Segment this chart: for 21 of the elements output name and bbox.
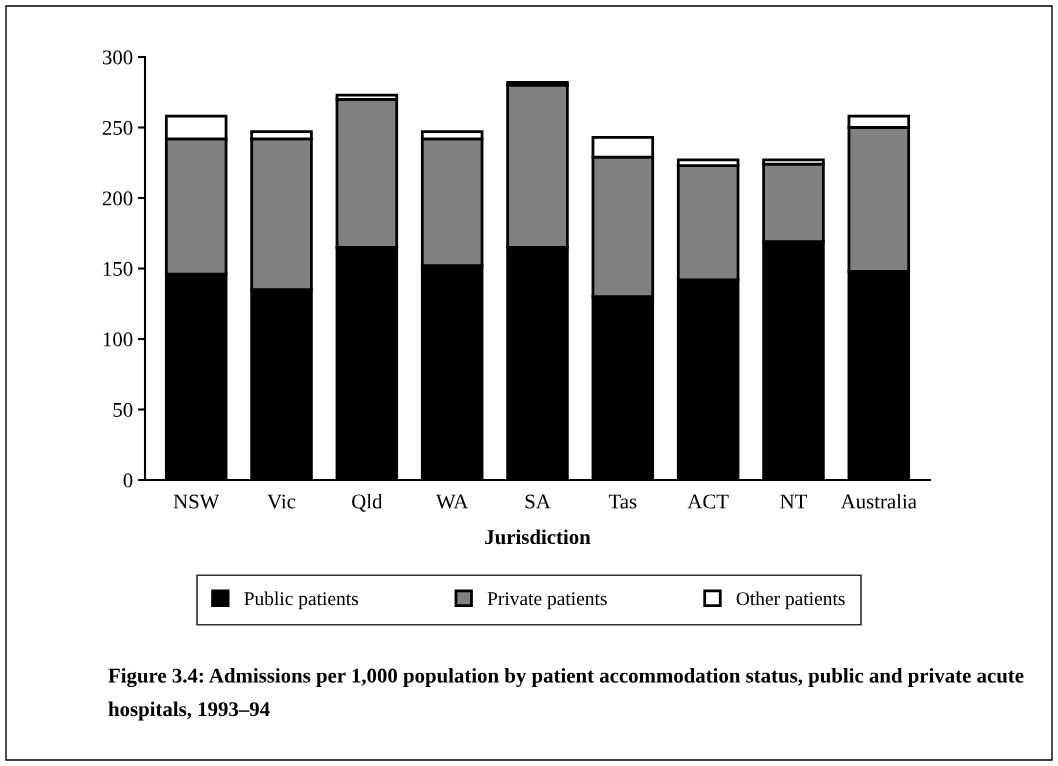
legend-label: Other patients: [736, 591, 845, 610]
x-tick-label: ACT: [687, 494, 729, 509]
x-tick-label: SA: [525, 494, 551, 509]
x-tick-label: Tas: [608, 494, 637, 509]
y-tick-label: 50: [113, 402, 133, 417]
text: Figure 3.4: Admissions per 1,000 population by patient accommodation status, public and private acute hospitals, 1993–94: [108, 668, 1024, 721]
y-tick-label: 150: [103, 261, 133, 276]
legend-label: Private patients: [487, 592, 607, 610]
x-tick-label: Australia: [840, 493, 917, 509]
x-tick-label: WA: [436, 494, 469, 509]
x-tick-label: NT: [780, 494, 808, 509]
y-tick-label: 200: [102, 191, 133, 206]
x-tick-label: Vic: [267, 494, 296, 509]
x-axis-title: Jurisdiction: [485, 529, 591, 545]
y-tick-label: 100: [103, 332, 133, 347]
y-tick-label: 300: [102, 50, 133, 65]
x-tick-label: Qld: [352, 493, 383, 512]
y-tick-label: 0: [123, 473, 133, 488]
x-tick-label: NSW: [173, 494, 220, 509]
y-tick-label: 250: [102, 120, 133, 135]
legend-label: Public patients: [244, 591, 359, 610]
